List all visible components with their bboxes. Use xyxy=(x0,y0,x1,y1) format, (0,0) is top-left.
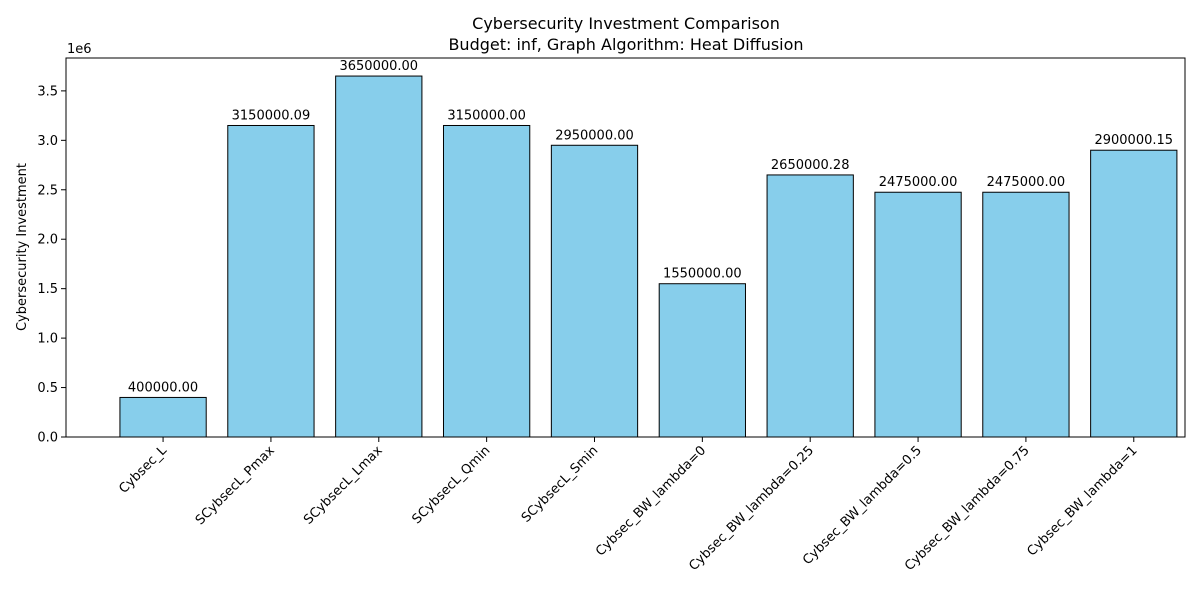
bar-2 xyxy=(335,75,423,438)
bar-5 xyxy=(658,283,746,438)
y-scale-label: 1e6 xyxy=(67,42,92,57)
bar-value-label: 1550000.00 xyxy=(663,267,742,282)
y-tick-label: 0.0 xyxy=(37,431,58,446)
bar-value-label: 400000.00 xyxy=(128,380,198,395)
y-axis-label: Cybersecurity Investment xyxy=(15,163,30,331)
y-tick-label: 3.5 xyxy=(37,84,58,99)
x-tick-label: Cybsec_BW_lambda=0.5 xyxy=(800,443,925,568)
bar-0 xyxy=(119,396,207,438)
bar-1 xyxy=(227,124,315,438)
bar-value-label: 2650000.28 xyxy=(771,158,850,173)
y-tick-label: 0.5 xyxy=(37,381,58,396)
x-tick-label: SCybsecL_Lmax xyxy=(301,443,386,528)
x-tick-label: SCybsecL_Pmax xyxy=(193,443,278,528)
bars-group: 400000.00 3150000.09 3650000.00 3150000.00 2… xyxy=(119,59,1178,438)
bar-6 xyxy=(766,174,854,438)
bar-value-label: 2900000.15 xyxy=(1094,133,1173,148)
chart-subtitle: Budget: inf, Graph Algorithm: Heat Diffu… xyxy=(448,35,803,54)
y-tick-label: 3.0 xyxy=(37,134,58,149)
bar-value-label: 3150000.09 xyxy=(232,108,311,123)
bar-7 xyxy=(874,191,962,438)
x-tick-label: Cybsec_L xyxy=(116,443,170,497)
chart-title: Cybersecurity Investment Comparison xyxy=(472,14,780,33)
y-tick-label: 2.5 xyxy=(37,183,58,198)
y-tick-label: 1.5 xyxy=(37,282,58,297)
bar-9 xyxy=(1090,149,1178,438)
bar-value-label: 3650000.00 xyxy=(339,59,418,74)
x-tick-label: SCybsecL_Smin xyxy=(519,443,602,526)
x-ticks-group: Cybsec_L SCybsecL_Pmax SCybsecL_Lmax SCybse… xyxy=(116,437,1141,574)
bar-3 xyxy=(442,124,531,438)
bar-8 xyxy=(982,191,1070,438)
y-tick-label: 2.0 xyxy=(37,233,58,248)
bar-value-label: 3150000.00 xyxy=(447,108,526,123)
bar-value-label: 2475000.00 xyxy=(879,175,958,190)
plot-frame xyxy=(65,57,1186,438)
bar-4 xyxy=(550,144,639,438)
x-tick-label: Cybsec_BW_lambda=1 xyxy=(1025,443,1141,559)
bar-value-label: 2950000.00 xyxy=(555,128,634,143)
x-tick-label: Cybsec_BW_lambda=0.75 xyxy=(902,443,1033,574)
y-tick-label: 1.0 xyxy=(37,332,58,347)
x-tick-label: Cybsec_BW_lambda=0 xyxy=(593,443,709,559)
y-ticks-group: 0.0 0.5 1.0 1.5 2.0 2.5 3.0 3.5 xyxy=(37,84,66,446)
bar-value-label: 2475000.00 xyxy=(987,175,1066,190)
x-tick-label: SCybsecL_Qmin xyxy=(410,443,494,527)
x-tick-label: Cybsec_BW_lambda=0.25 xyxy=(686,443,817,574)
